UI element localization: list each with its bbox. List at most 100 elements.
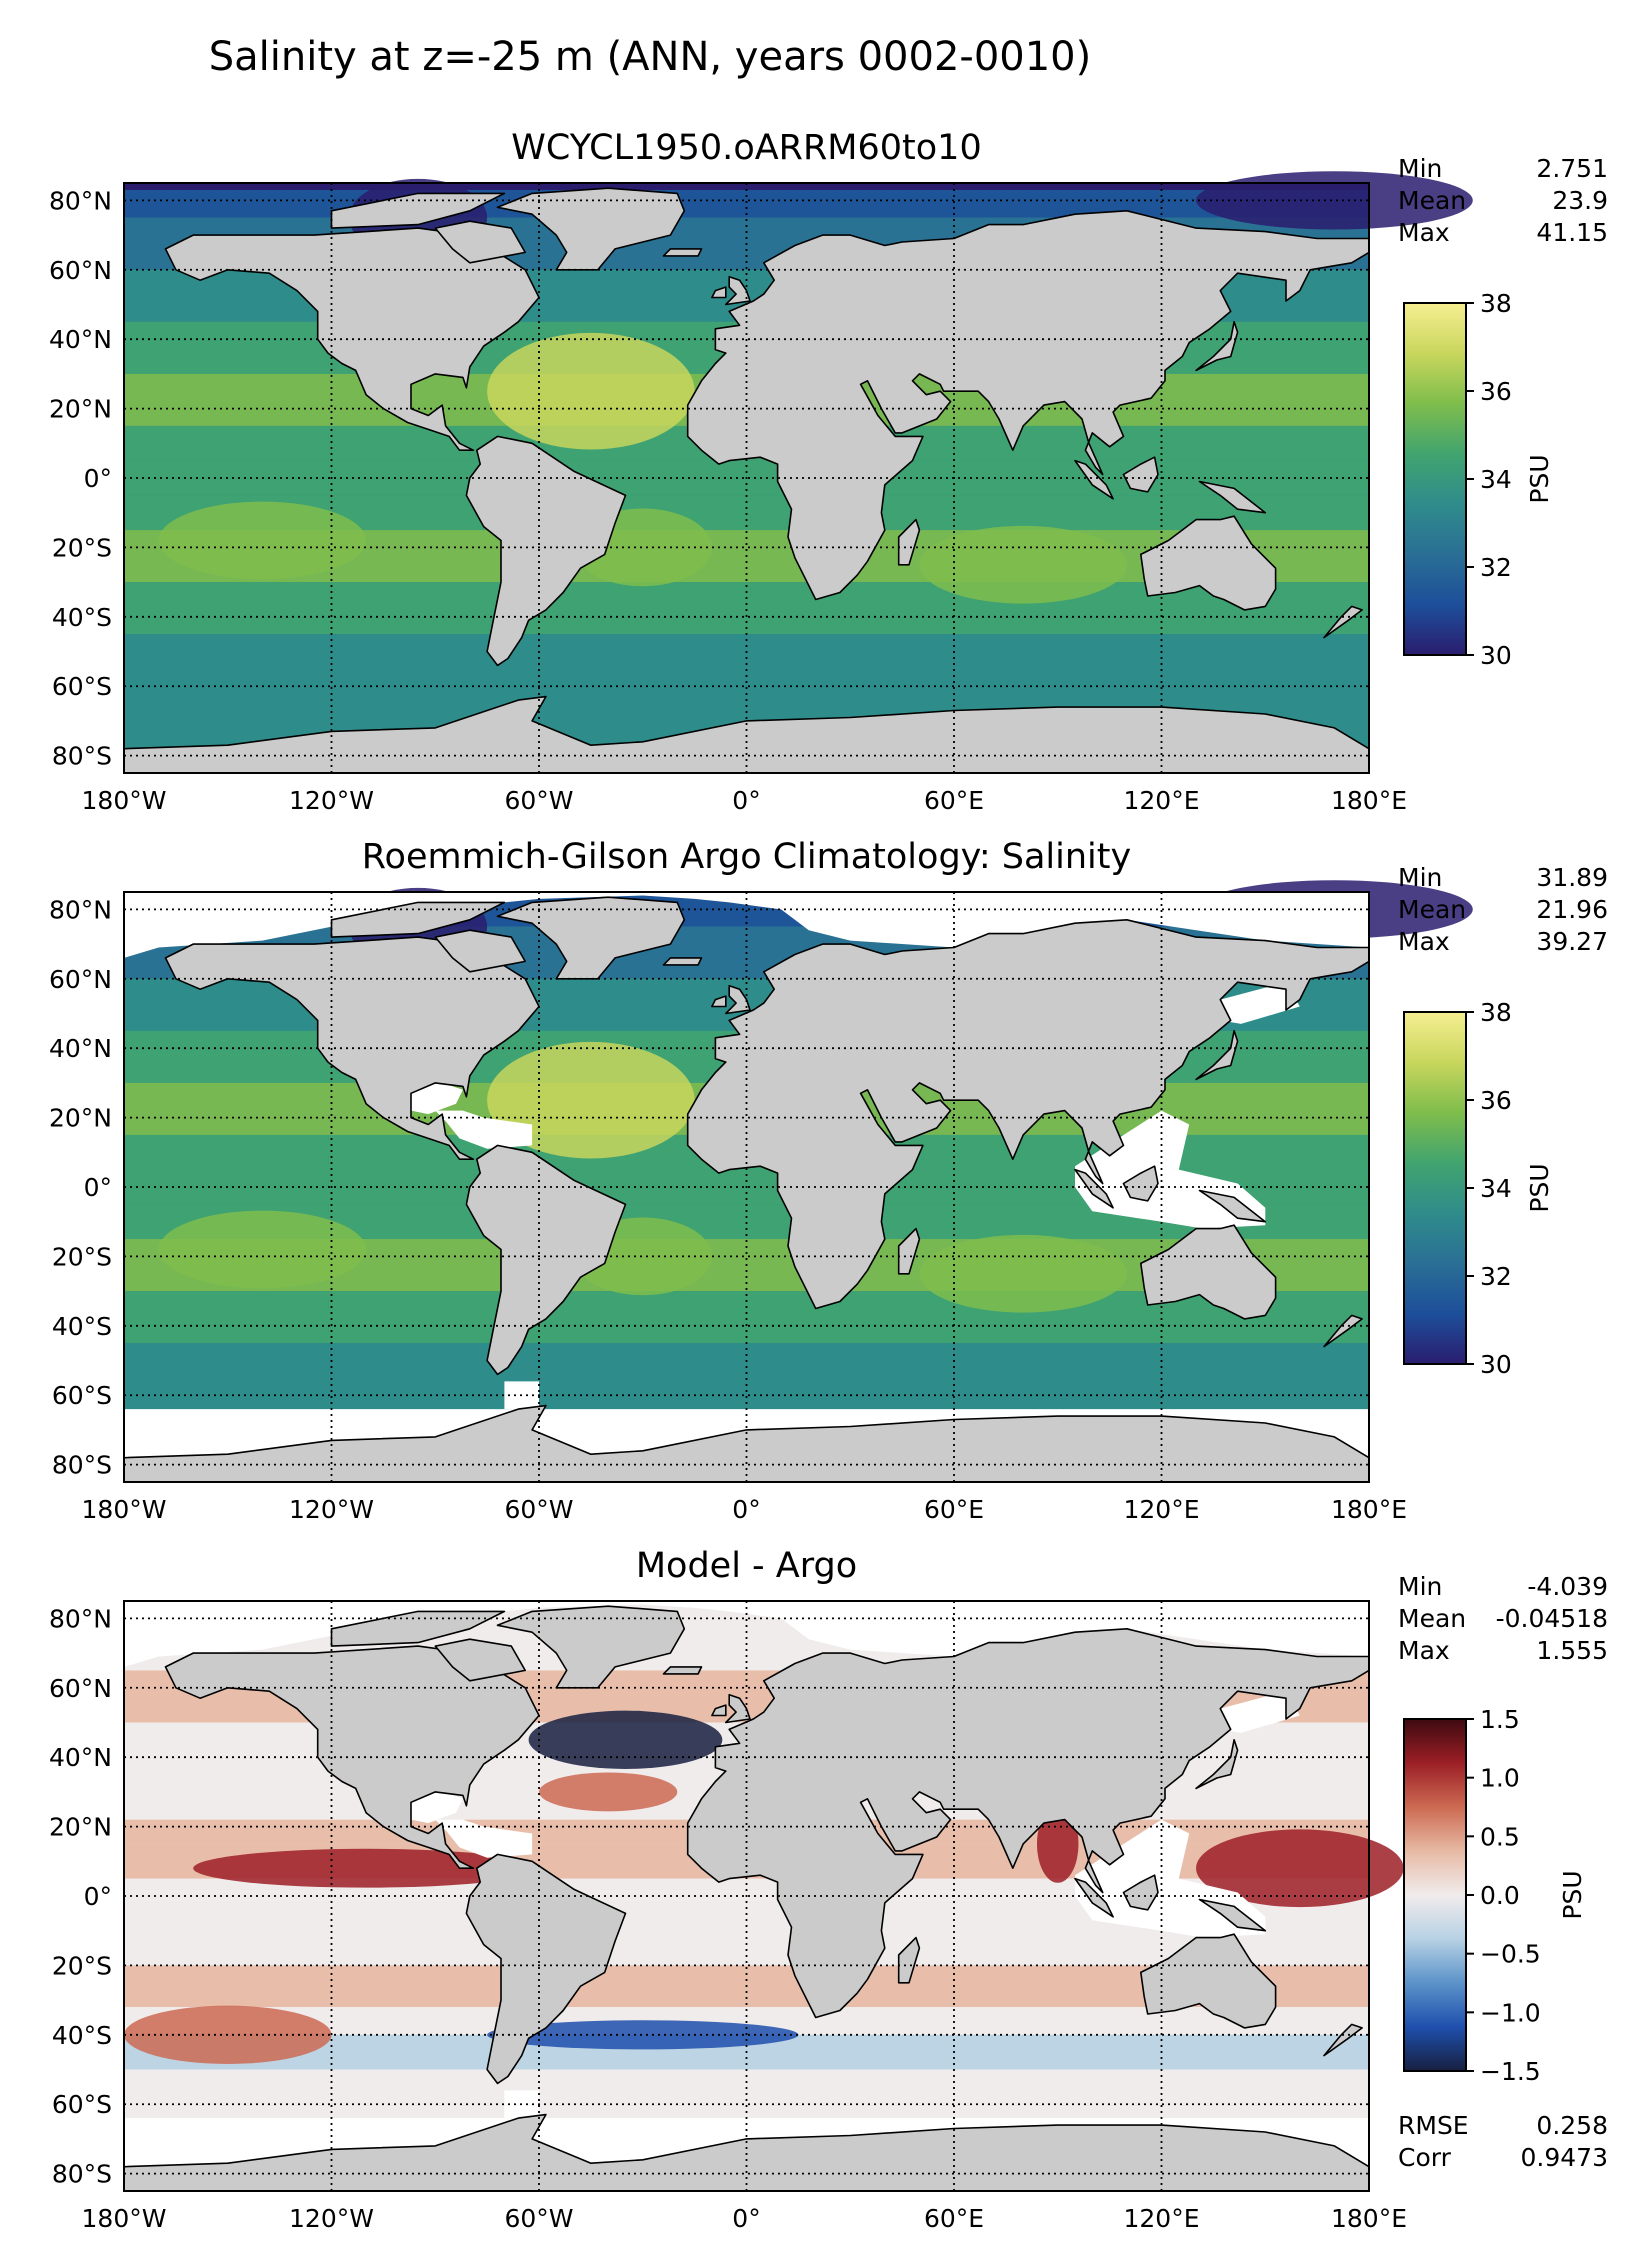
- stat-label: Min: [1398, 1572, 1443, 1601]
- stat-label: Corr: [1398, 2143, 1451, 2172]
- land-australia: [1140, 1224, 1277, 1320]
- south-pacific-max: [158, 501, 367, 580]
- stat-label: Mean: [1398, 895, 1467, 924]
- x-tick-label: 60°W: [504, 2204, 573, 2233]
- x-tick-label: 180°E: [1331, 1495, 1407, 1524]
- y-tick-label: 40°N: [49, 325, 112, 354]
- x-tick-label: 60°W: [504, 1495, 573, 1524]
- colorbar-label: PSU: [1558, 1870, 1587, 1919]
- colorbar-tick-label: 38: [1480, 289, 1512, 318]
- colorbar-label: PSU: [1525, 1163, 1554, 1212]
- field-band: [124, 1343, 1369, 1396]
- map-area: [123, 171, 1473, 774]
- colorbar: 30 32 34 36 38 PSU: [1403, 998, 1554, 1379]
- y-tick-label: 40°N: [49, 1034, 112, 1063]
- colorbar-gradient: [1403, 1011, 1467, 1365]
- stat-row: Corr 0.9473: [1398, 2142, 1608, 2174]
- stat-value: 0.9473: [1520, 2143, 1608, 2172]
- x-tick-label: 180°W: [82, 2204, 167, 2233]
- land-baffin: [434, 1638, 527, 1682]
- y-tick-label: 80°N: [49, 186, 112, 215]
- colorbar-tick-label: 38: [1480, 998, 1512, 1027]
- colorbar-tick-label: 36: [1480, 1086, 1512, 1115]
- stats-model: Min 2.751 Mean 23.9 Max 41.15: [1398, 153, 1608, 249]
- land-sumatra: [1074, 459, 1114, 500]
- land-sumatra: [1074, 1877, 1114, 1918]
- land-greenland: [496, 1605, 686, 1689]
- x-tick-label: 0°: [732, 786, 760, 815]
- stat-row: Mean 23.9: [1398, 185, 1608, 217]
- stat-label: Max: [1398, 218, 1450, 247]
- colorbar-tick-label: 34: [1480, 1174, 1512, 1203]
- stat-row: Min 31.89: [1398, 862, 1608, 894]
- stat-value: 0.258: [1536, 2111, 1608, 2140]
- stats-bias: Min -4.039 Mean -0.04518 Max 1.555: [1398, 1571, 1608, 1667]
- land-japan: [1195, 1030, 1239, 1081]
- land-south-america: [465, 1144, 627, 1376]
- land-iceland: [662, 1666, 703, 1675]
- y-tick-label: 40°S: [52, 1312, 112, 1341]
- colorbar-tick-label: 0.5: [1480, 1822, 1520, 1851]
- indian-ocean-max: [919, 525, 1127, 604]
- no-data-obs-caribbean: [435, 1819, 533, 1858]
- stat-value: 21.96: [1536, 895, 1608, 924]
- stat-label: RMSE: [1398, 2111, 1469, 2140]
- no-data-obs-okhotsk: [1220, 1691, 1300, 1733]
- colorbar-tick-label: 32: [1480, 1262, 1512, 1291]
- panel-model: WCYCL1950.oARRM60to10 180°W 120°W 60°W 0° 60°…: [49, 128, 1554, 815]
- panel-title: Model - Argo: [636, 1546, 857, 1586]
- stat-value: 31.89: [1536, 863, 1608, 892]
- no-data-obs-gulf: [411, 1082, 463, 1115]
- land-madagascar: [897, 1227, 921, 1275]
- panel-title: Roemmich-Gilson Argo Climatology: Salini…: [362, 837, 1131, 877]
- land-africa-eurasia: [686, 1628, 1370, 2019]
- stat-row: Mean 21.96: [1398, 894, 1608, 926]
- y-tick-label: 40°S: [52, 2021, 112, 2050]
- land-australia: [1140, 515, 1277, 611]
- stat-value: 23.9: [1552, 186, 1608, 215]
- stat-row: Max 39.27: [1398, 926, 1608, 958]
- land-ireland: [711, 286, 727, 299]
- field-band: [124, 634, 1369, 687]
- stat-label: Max: [1398, 927, 1450, 956]
- colorbar-tick-label: 30: [1480, 641, 1512, 670]
- y-tick-label: 60°N: [49, 1674, 112, 1703]
- land-japan: [1195, 1739, 1239, 1790]
- x-tick-label: 120°W: [289, 1495, 374, 1524]
- x-tick-label: 60°E: [924, 2204, 984, 2233]
- stat-row: Min 2.751: [1398, 153, 1608, 185]
- y-tick-label: 20°N: [49, 395, 112, 424]
- land-british-isles: [724, 1693, 751, 1724]
- land-borneo: [1122, 1874, 1159, 1911]
- colorbar: −1.5 −1.0 −0.5 0.0 0.5 1.0 1.5 PSU: [1403, 1705, 1587, 2086]
- land-south-america: [465, 435, 627, 667]
- land-new-zealand: [1323, 605, 1363, 639]
- land-south-america: [465, 1853, 627, 2085]
- stats-rmse-corr: RMSE 0.258 Corr 0.9473: [1398, 2110, 1608, 2174]
- stat-label: Mean: [1398, 186, 1467, 215]
- colorbar: 30 32 34 36 38 PSU: [1403, 289, 1554, 670]
- y-tick-label: 60°N: [49, 965, 112, 994]
- stat-row: RMSE 0.258: [1398, 2110, 1608, 2142]
- y-tick-label: 80°N: [49, 1604, 112, 1633]
- y-tick-label: 0°: [84, 464, 112, 493]
- x-tick-label: 120°E: [1123, 1495, 1199, 1524]
- y-tick-label: 40°N: [49, 1743, 112, 1772]
- colorbar-tick-label: −1.0: [1480, 1998, 1541, 2027]
- stat-row: Max 41.15: [1398, 217, 1608, 249]
- land-ireland: [711, 995, 727, 1008]
- land-baffin: [434, 929, 527, 973]
- x-tick-label: 120°E: [1123, 2204, 1199, 2233]
- arctic-edge: [124, 183, 1369, 190]
- stat-label: Max: [1398, 1636, 1450, 1665]
- stat-value: -4.039: [1527, 1572, 1608, 1601]
- no-data-obs-okhotsk: [1220, 982, 1300, 1024]
- colorbar-tick-label: −1.5: [1480, 2057, 1541, 2086]
- panel-bias: Model - Argo 180°W 120°W 60°W 0° 60°E 120°E 180…: [49, 1546, 1587, 2233]
- colorbar-gradient: [1403, 302, 1467, 656]
- land-madagascar: [897, 1936, 921, 1984]
- colorbar-label: PSU: [1525, 454, 1554, 503]
- x-tick-label: 120°W: [289, 2204, 374, 2233]
- land-new-guinea: [1198, 1898, 1267, 1932]
